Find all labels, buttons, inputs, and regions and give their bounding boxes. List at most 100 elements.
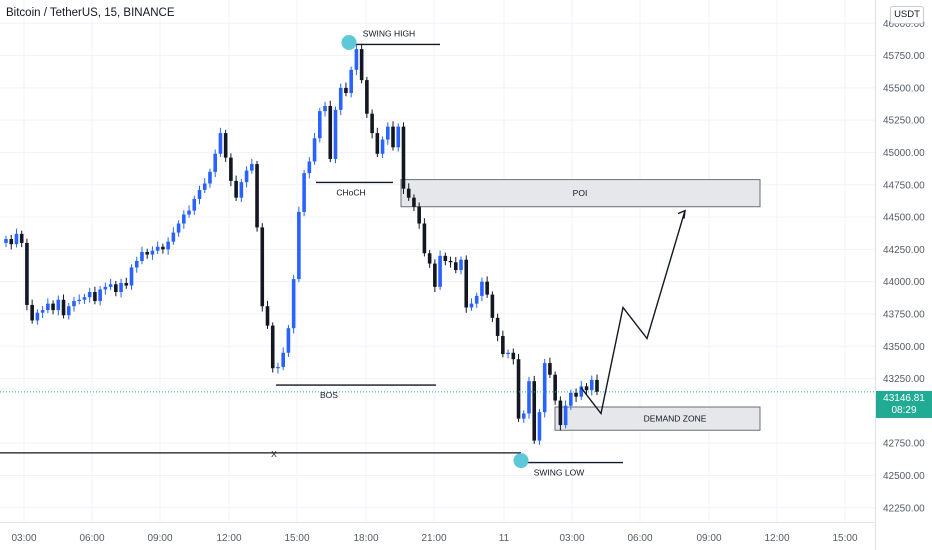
candle-body — [281, 352, 285, 367]
candle-body — [19, 233, 24, 243]
candle-body — [87, 292, 92, 298]
candle-body — [338, 87, 343, 110]
price-tick-label: 44250.00 — [883, 245, 925, 256]
swing-low-marker — [513, 453, 529, 469]
candle-body — [93, 292, 97, 302]
time-tick-label: 18:00 — [353, 533, 378, 544]
candle-body — [569, 392, 573, 406]
candle-body — [56, 299, 61, 311]
candle-body — [443, 255, 448, 261]
candle-body — [480, 281, 484, 296]
price-tick-label: 42500.00 — [883, 471, 925, 482]
poi-label: POI — [573, 188, 588, 198]
price-tick-label: 45750.00 — [883, 51, 925, 62]
demand-zone-label: DEMAND ZONE — [644, 414, 707, 424]
candle-body — [448, 261, 453, 263]
candle-body — [260, 227, 265, 307]
candle-body — [14, 233, 19, 245]
candle-body — [542, 363, 547, 413]
candle-body — [82, 297, 87, 300]
candles — [4, 43, 599, 445]
candle-body — [297, 211, 301, 280]
candle-body — [4, 239, 8, 243]
candle-body — [328, 105, 333, 159]
candle-body — [202, 183, 207, 190]
annotation-lines — [0, 34, 875, 469]
candle-body — [134, 261, 139, 268]
candle-body — [433, 263, 437, 287]
candle-body — [176, 223, 181, 233]
projection-arrowhead — [677, 209, 686, 219]
candle-body — [140, 251, 144, 261]
candle-body — [365, 80, 369, 114]
candle-body — [563, 405, 568, 426]
candle-body — [171, 232, 176, 242]
demand-zone — [554, 406, 761, 431]
time-tick-label: 03:00 — [559, 533, 584, 544]
candle-body — [385, 126, 390, 140]
candle-body — [223, 133, 228, 158]
candle-body — [218, 133, 223, 154]
candle-body — [291, 279, 296, 329]
currency-button[interactable]: USDT — [890, 6, 924, 24]
candle-body — [558, 400, 563, 426]
candle-body — [187, 210, 191, 215]
candle-body — [302, 173, 306, 212]
time-tick-label: 12:00 — [216, 533, 241, 544]
price-tick-label: 45000.00 — [883, 148, 925, 159]
price-tick-label: 44750.00 — [883, 180, 925, 191]
candle-body — [396, 126, 401, 148]
price-tick-label: 44000.00 — [883, 277, 925, 288]
candle-body — [244, 170, 249, 183]
candle-body — [213, 153, 217, 172]
candle-body — [412, 197, 416, 207]
candle-body — [35, 312, 40, 321]
time-tick-label: 12:00 — [764, 533, 789, 544]
price-axis[interactable]: 46000.00 45750.00 45500.00 45250.00 45000.00… — [875, 0, 926, 550]
price-tick-label: 42750.00 — [883, 439, 925, 450]
candle-body — [318, 111, 322, 139]
candle-body — [375, 133, 380, 154]
candle-body — [511, 352, 516, 360]
candle-body — [114, 284, 118, 293]
time-tick-label: 15:00 — [284, 533, 309, 544]
candle-body — [501, 335, 505, 355]
chart-title: Bitcoin / TetherUS, 15, BINANCE — [6, 7, 175, 19]
current-price-tag: 43146.81 08:29 — [876, 391, 932, 418]
candle-body — [119, 282, 123, 293]
candle-body — [255, 164, 259, 228]
time-tick-label: 15:00 — [832, 533, 857, 544]
candle-body — [417, 206, 421, 224]
poi-zone — [400, 179, 761, 208]
time-axis[interactable]: 03:00 06:00 09:00 12:00 15:00 18:00 21:00 11 03:… — [0, 522, 875, 545]
zones — [400, 179, 761, 431]
price-tick-label: 42250.00 — [883, 503, 925, 514]
candle-body — [182, 214, 186, 224]
x-label: X — [271, 449, 277, 459]
candle-body — [521, 413, 526, 419]
price-tick-label: 43500.00 — [883, 342, 925, 353]
candle-body — [239, 182, 244, 198]
current-price-value: 43146.81 — [883, 393, 925, 404]
candle-body — [438, 255, 442, 287]
candle-body — [155, 246, 160, 251]
swing-low-label: SWING LOW — [534, 468, 585, 478]
time-tick-label: 06:00 — [627, 533, 652, 544]
candle-body — [229, 157, 233, 181]
candle-body — [464, 259, 469, 308]
annotation-labels: POI DEMAND ZONE SWING HIGH CHoCH BOS X SWING L… — [271, 28, 707, 477]
candle-body — [401, 126, 406, 189]
price-tick-label: 43250.00 — [883, 374, 925, 385]
candle-body — [208, 171, 212, 184]
time-tick-label: 06:00 — [79, 533, 104, 544]
candle-body — [108, 284, 113, 287]
candle-body — [469, 303, 474, 308]
candle-body — [516, 359, 521, 419]
candle-body — [595, 379, 599, 392]
candle-body — [98, 289, 102, 302]
candle-body — [276, 366, 280, 369]
candle-body — [72, 301, 76, 307]
candle-body — [312, 138, 317, 162]
candle-body — [370, 113, 374, 134]
